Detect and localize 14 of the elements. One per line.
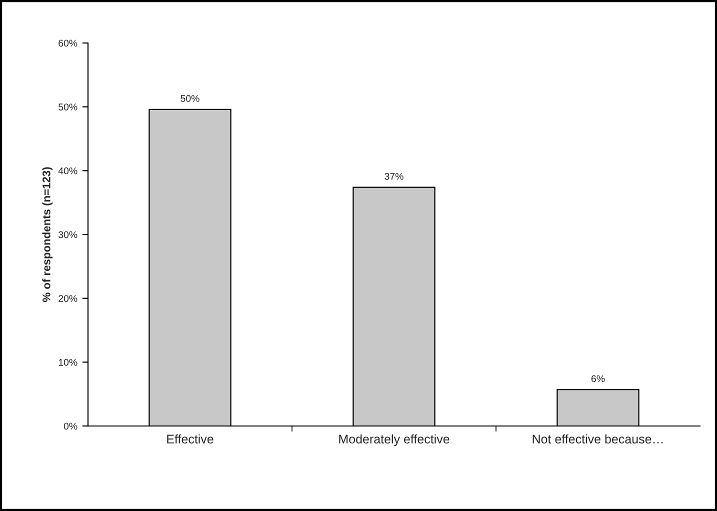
x-tick-label: Moderately effective [339,434,450,446]
y-axis-title: % of respondents (n=123) [42,167,53,302]
y-tick-label: 50% [58,104,78,110]
y-tick-label: 60% [58,40,78,47]
y-tick-label: 20% [58,295,78,302]
data-label: 37% [384,172,404,180]
data-label: 50% [180,95,200,102]
y-tick-label: 30% [58,231,78,238]
y-tick-label: 40% [58,167,78,174]
y-tick-label: 0% [64,422,78,430]
x-tick-label: Not effective because… [532,434,663,444]
data-label: 6% [591,375,605,382]
x-tick-label: Effective [167,434,214,444]
y-tick-label: 10% [58,358,78,366]
